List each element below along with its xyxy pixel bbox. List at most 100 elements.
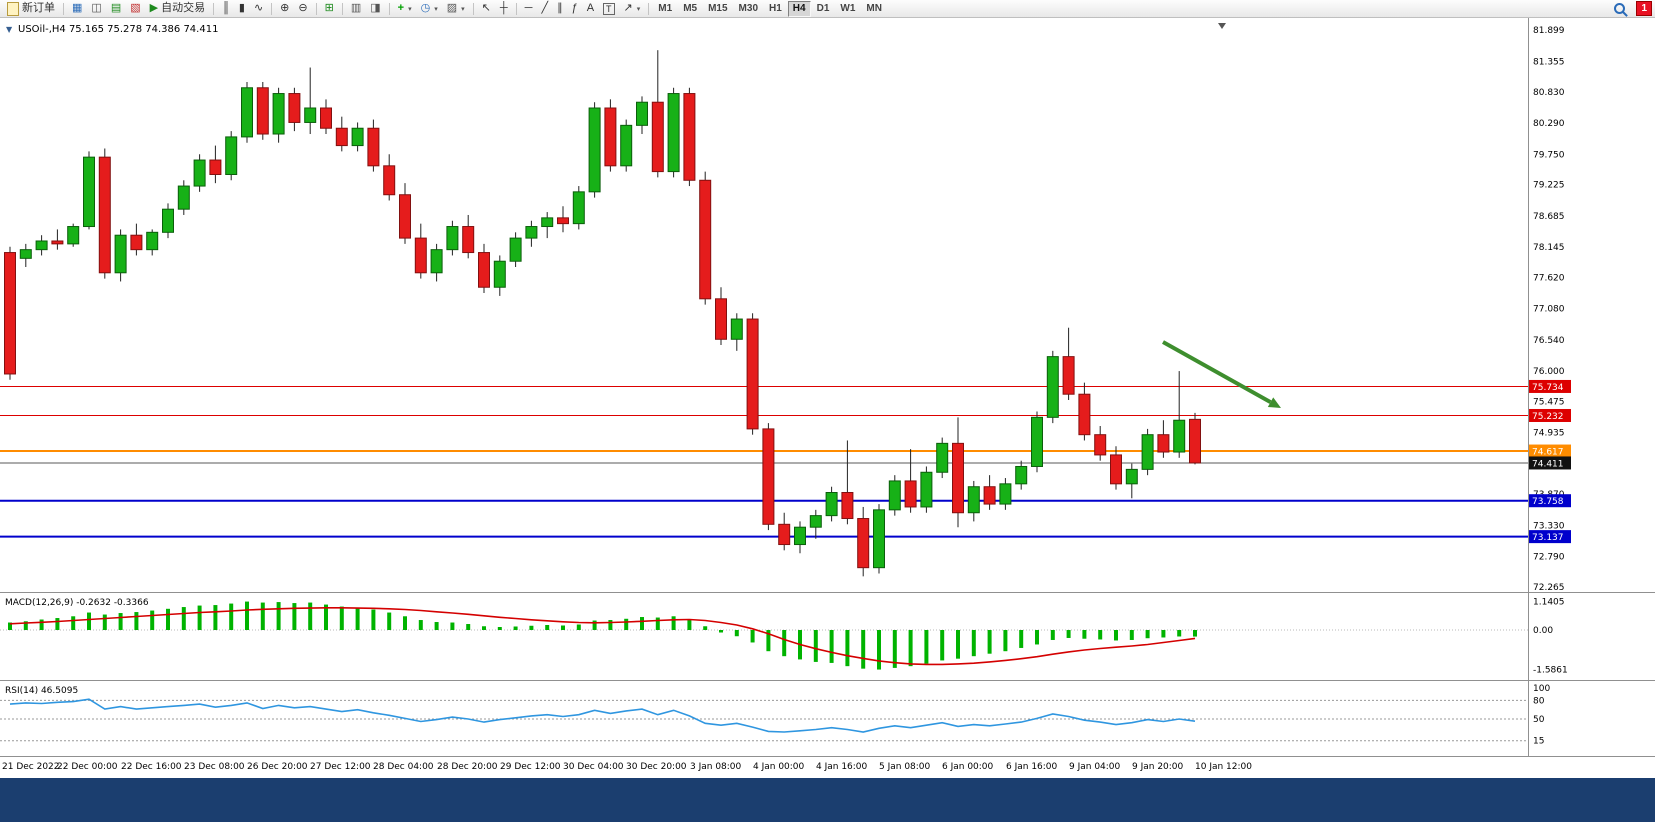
candle-body bbox=[162, 208, 174, 233]
candle-body bbox=[746, 318, 759, 430]
candlestick-chart-button[interactable]: ▮ bbox=[235, 0, 249, 17]
chevron-down-icon: ▾ bbox=[434, 5, 438, 13]
toolbar-separator bbox=[213, 2, 215, 15]
text-label-icon: T bbox=[603, 2, 615, 15]
candle-body bbox=[430, 249, 443, 274]
arrows-button[interactable]: ↗ ▾ bbox=[620, 0, 645, 17]
candle-body bbox=[715, 298, 727, 340]
crosshair-button[interactable]: ┼ bbox=[496, 0, 512, 17]
timeframe-m1-button[interactable]: M1 bbox=[658, 2, 673, 14]
terminal-button[interactable]: ▧ bbox=[126, 0, 144, 17]
price-axis-label: 77.080 bbox=[1533, 305, 1565, 315]
timeframe-w1-button[interactable]: W1 bbox=[840, 2, 856, 14]
horizontal-line-button[interactable]: ─ bbox=[521, 0, 537, 17]
bar-chart-button[interactable]: ║ bbox=[218, 0, 234, 17]
candle-body bbox=[146, 231, 159, 251]
price-axis-label: 72.265 bbox=[1533, 583, 1565, 593]
arrows-icon: ↗ bbox=[623, 2, 633, 14]
price-tag bbox=[1529, 456, 1571, 470]
text-button[interactable]: A bbox=[583, 0, 598, 17]
line-chart-button[interactable]: ∿ bbox=[250, 0, 267, 17]
candle-body bbox=[304, 107, 317, 123]
candle-body bbox=[572, 191, 585, 225]
trendline-button[interactable]: ╱ bbox=[537, 0, 552, 17]
candle-body bbox=[335, 127, 348, 147]
price-tag bbox=[1529, 444, 1571, 458]
candle-body bbox=[288, 93, 301, 123]
timeframe-mn-button[interactable]: MN bbox=[866, 2, 882, 14]
new-order-button[interactable]: 新订单 bbox=[3, 0, 59, 17]
price-tag-label: 73.137 bbox=[1532, 533, 1564, 543]
time-axis-label: 6 Jan 16:00 bbox=[1006, 762, 1058, 772]
fibonacci-button[interactable]: ƒ bbox=[568, 0, 582, 17]
zoom-in-button[interactable]: ⊕ bbox=[276, 0, 293, 17]
clock-icon: ◷ bbox=[420, 2, 431, 14]
time-axis-label: 22 Dec 00:00 bbox=[57, 762, 118, 772]
add-indicator-button[interactable]: + ▾ bbox=[394, 0, 416, 17]
chevron-down-icon: ▾ bbox=[408, 5, 412, 13]
notification-badge[interactable]: 1 bbox=[1636, 1, 1652, 16]
toolbar-separator bbox=[271, 2, 273, 15]
tile-windows-button[interactable]: ⊞ bbox=[321, 0, 338, 17]
candle-body bbox=[414, 237, 427, 274]
text-label-button[interactable]: T bbox=[599, 0, 619, 17]
market-watch-button[interactable]: ▤ bbox=[107, 0, 125, 17]
price-axis-label: 78.685 bbox=[1533, 212, 1565, 222]
zoom-out-button[interactable]: ⊖ bbox=[294, 0, 311, 17]
candle-body bbox=[51, 240, 64, 245]
periods-button[interactable]: ◷ ▾ bbox=[417, 0, 442, 17]
timeframe-h4-button[interactable]: H4 bbox=[787, 0, 811, 17]
time-axis-label: 30 Dec 20:00 bbox=[626, 762, 687, 772]
timeframe-m15-button[interactable]: M15 bbox=[708, 2, 728, 14]
candle-body bbox=[636, 101, 648, 126]
chart-list-button[interactable]: ▥ bbox=[347, 0, 365, 17]
cursor-button[interactable]: ↖ bbox=[478, 0, 495, 17]
toolbar-separator bbox=[515, 2, 517, 15]
bar-chart-icon: ║ bbox=[222, 2, 230, 14]
price-axis-label: 77.620 bbox=[1533, 273, 1565, 283]
candle-body bbox=[1189, 418, 1201, 464]
time-axis-label: 10 Jan 12:00 bbox=[1195, 762, 1252, 772]
timeframe-m5-button[interactable]: M5 bbox=[683, 2, 698, 14]
new-chart-icon: ▦ bbox=[72, 2, 83, 14]
time-axis-label: 22 Dec 16:00 bbox=[121, 762, 182, 772]
macd-axis-label: -1.5861 bbox=[1533, 666, 1568, 676]
templates-button[interactable]: ▨ ▾ bbox=[443, 0, 469, 17]
candle-body bbox=[952, 442, 964, 514]
toolbar-separator bbox=[63, 2, 64, 15]
fibonacci-icon: ƒ bbox=[571, 2, 578, 14]
channel-button[interactable]: ∥ bbox=[553, 0, 567, 17]
time-axis-label: 28 Dec 20:00 bbox=[437, 762, 498, 772]
time-axis-label: 4 Jan 16:00 bbox=[816, 762, 868, 772]
trend-arrow-annotation[interactable] bbox=[1162, 340, 1272, 404]
candle-body bbox=[541, 217, 554, 228]
candle-body bbox=[83, 156, 95, 228]
candle-body bbox=[888, 480, 901, 511]
timeframe-m30-button[interactable]: M30 bbox=[738, 2, 758, 14]
candle-body bbox=[367, 127, 380, 167]
new-chart-button[interactable]: ▦ bbox=[68, 0, 86, 17]
time-axis-label: 27 Dec 12:00 bbox=[310, 762, 371, 772]
price-tag-label: 75.232 bbox=[1532, 412, 1564, 422]
zoom-out-icon: ⊖ bbox=[298, 2, 308, 14]
price-axis-label: 76.000 bbox=[1533, 367, 1565, 377]
auto-trading-button[interactable]: ▶ 自动交易 bbox=[146, 0, 209, 17]
chart-shift-marker[interactable] bbox=[1218, 23, 1226, 29]
time-axis-label: 21 Dec 2022 bbox=[2, 762, 60, 772]
price-axis-label: 80.290 bbox=[1533, 119, 1565, 129]
candle-body bbox=[1157, 434, 1170, 453]
candle-body bbox=[667, 93, 680, 173]
trendline-icon: ╱ bbox=[541, 2, 549, 14]
timeframe-h1-button[interactable]: H1 bbox=[769, 2, 782, 14]
profiles-button[interactable]: ◫ bbox=[87, 0, 105, 17]
candle-body bbox=[320, 107, 332, 129]
candle-body bbox=[446, 226, 459, 251]
price-tag-label: 74.617 bbox=[1532, 448, 1564, 458]
search-button[interactable] bbox=[1610, 0, 1635, 17]
timeframe-d1-button[interactable]: D1 bbox=[816, 2, 830, 14]
chart-title: USOil-,H4 75.165 75.278 74.386 74.411 bbox=[18, 24, 218, 35]
candle-body bbox=[351, 127, 364, 147]
chart-shift-button[interactable]: ◨ bbox=[366, 0, 384, 17]
candle-body bbox=[809, 515, 822, 528]
